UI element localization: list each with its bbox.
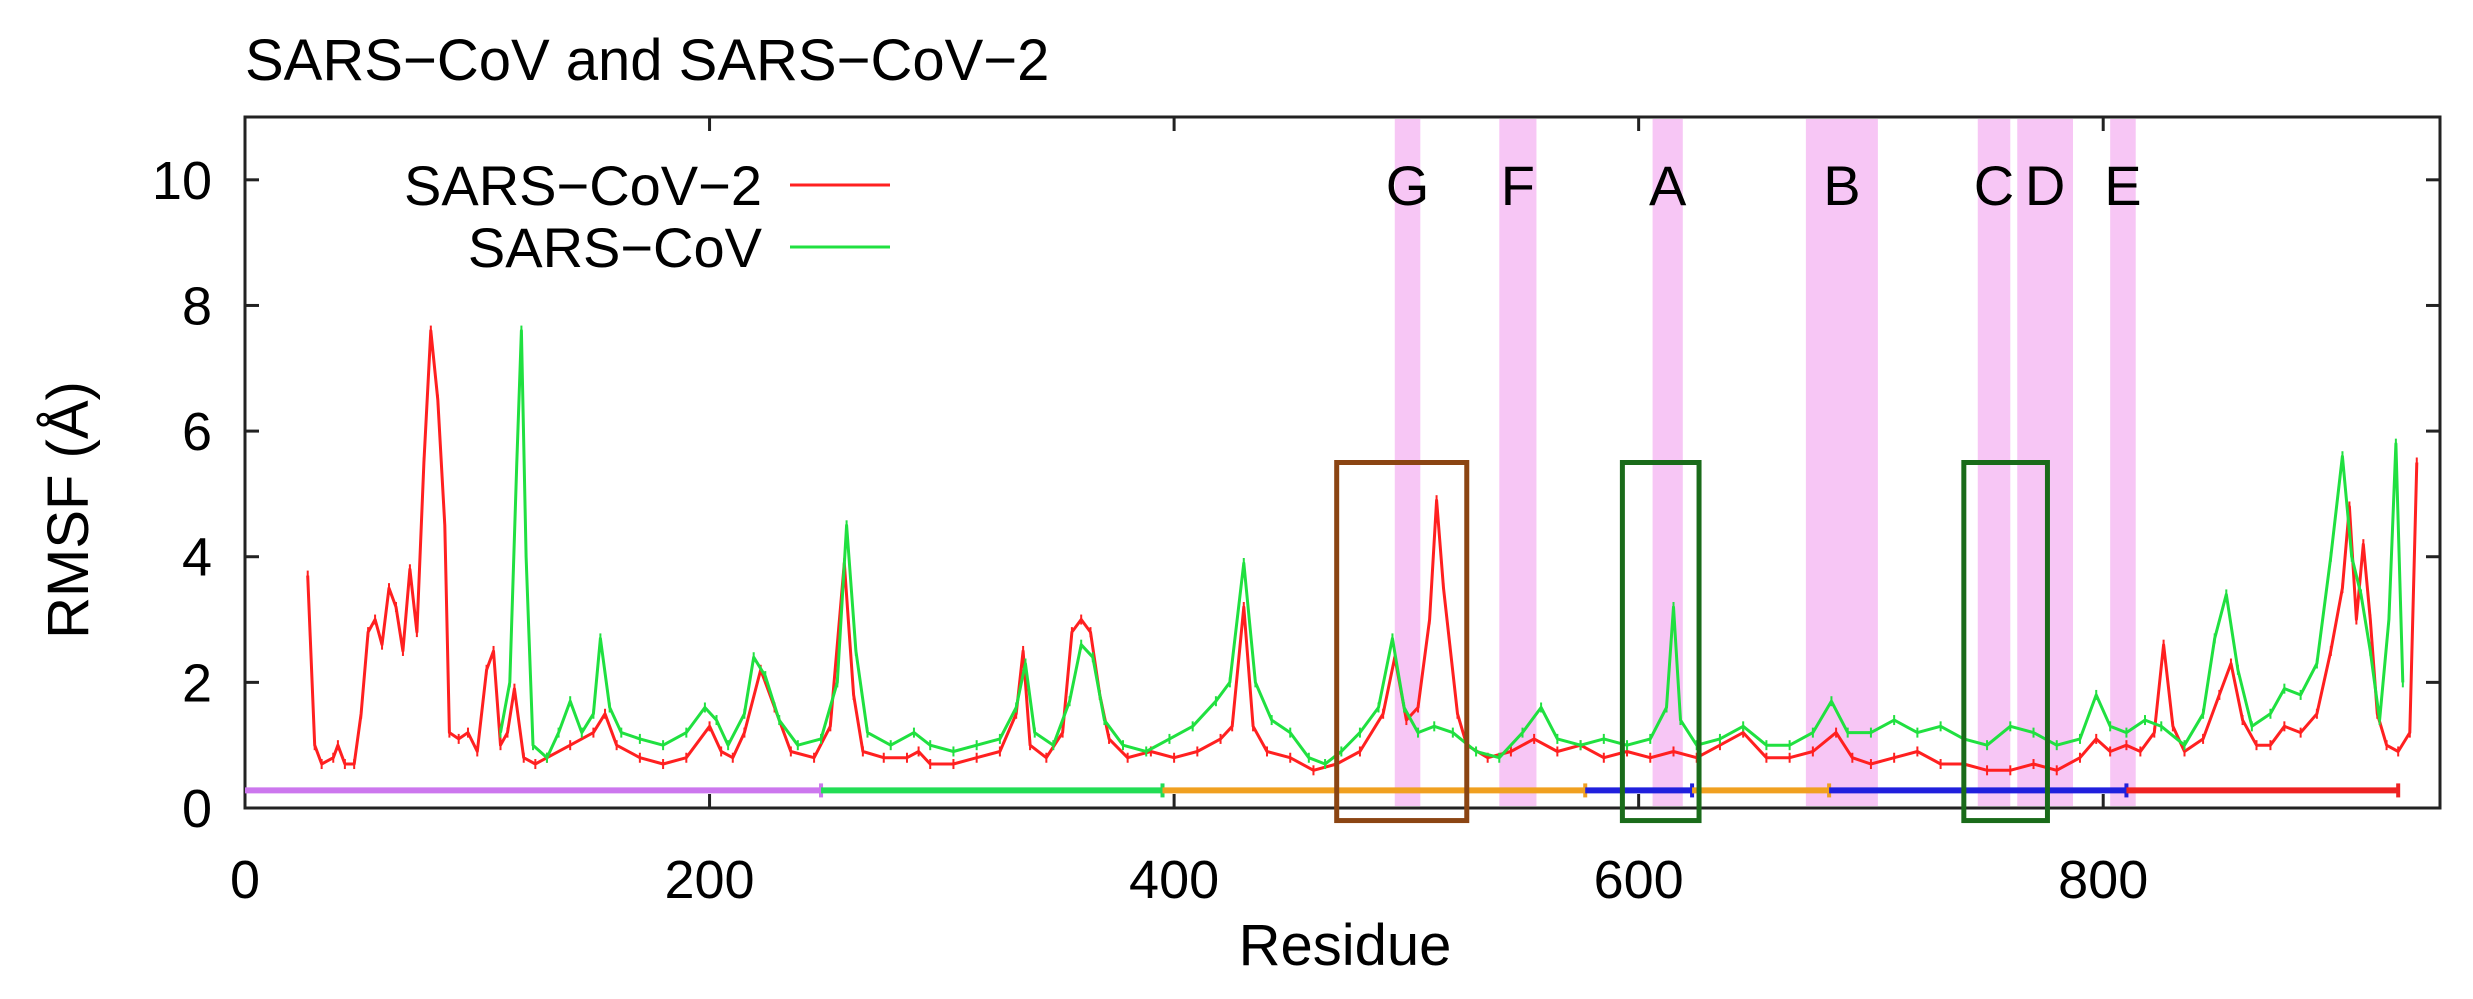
x-axis-label: Residue xyxy=(1239,913,1452,978)
x-tick-label-600: 600 xyxy=(1594,850,1684,910)
region-label-c: C xyxy=(1974,154,2014,217)
highlight-box-2 xyxy=(1961,460,2050,824)
series-line-sars-cov xyxy=(499,329,2405,766)
legend-label-sars-cov: SARS−CoV xyxy=(468,216,763,279)
region-e xyxy=(2110,119,2136,806)
highlight-boxes xyxy=(1334,460,2050,824)
highlight-box-0 xyxy=(1334,460,1470,824)
x-tick-label-200: 200 xyxy=(664,850,754,910)
chart-title: SARS−CoV and SARS−CoV−2 xyxy=(245,28,1049,93)
highlight-box-1 xyxy=(1619,460,1702,824)
domain-bar xyxy=(245,783,2401,798)
x-tick-label-400: 400 xyxy=(1129,850,1219,910)
y-tick-label-8: 8 xyxy=(182,276,212,336)
y-tick-label-6: 6 xyxy=(182,402,212,462)
x-tick-label-800: 800 xyxy=(2058,850,2148,910)
y-tick-label-0: 0 xyxy=(182,779,212,839)
region-label-b: B xyxy=(1823,154,1860,217)
region-label-a: A xyxy=(1649,154,1687,217)
x-tick-label-0: 0 xyxy=(230,850,260,910)
series-lines xyxy=(306,325,2419,776)
region-f xyxy=(1499,119,1537,806)
series-line-sars-cov-2 xyxy=(306,329,2419,772)
region-label-f: F xyxy=(1501,154,1535,217)
legend: SARS−CoV−2 SARS−CoV xyxy=(404,154,890,279)
region-label-e: E xyxy=(2104,154,2141,217)
y-tick-label-10: 10 xyxy=(152,151,212,211)
plot-frame xyxy=(243,115,2442,810)
axes: 0 200 400 600 800 0 2 4 6 8 10 xyxy=(152,117,2440,910)
y-tick-label-4: 4 xyxy=(182,528,212,588)
legend-label-sars-cov-2: SARS−CoV−2 xyxy=(404,154,762,217)
region-label-g: G xyxy=(1386,154,1430,217)
region-b xyxy=(1805,119,1878,806)
y-tick-label-2: 2 xyxy=(182,653,212,713)
region-label-d: D xyxy=(2025,154,2065,217)
y-axis-label: RMSF (Å) xyxy=(36,381,101,639)
